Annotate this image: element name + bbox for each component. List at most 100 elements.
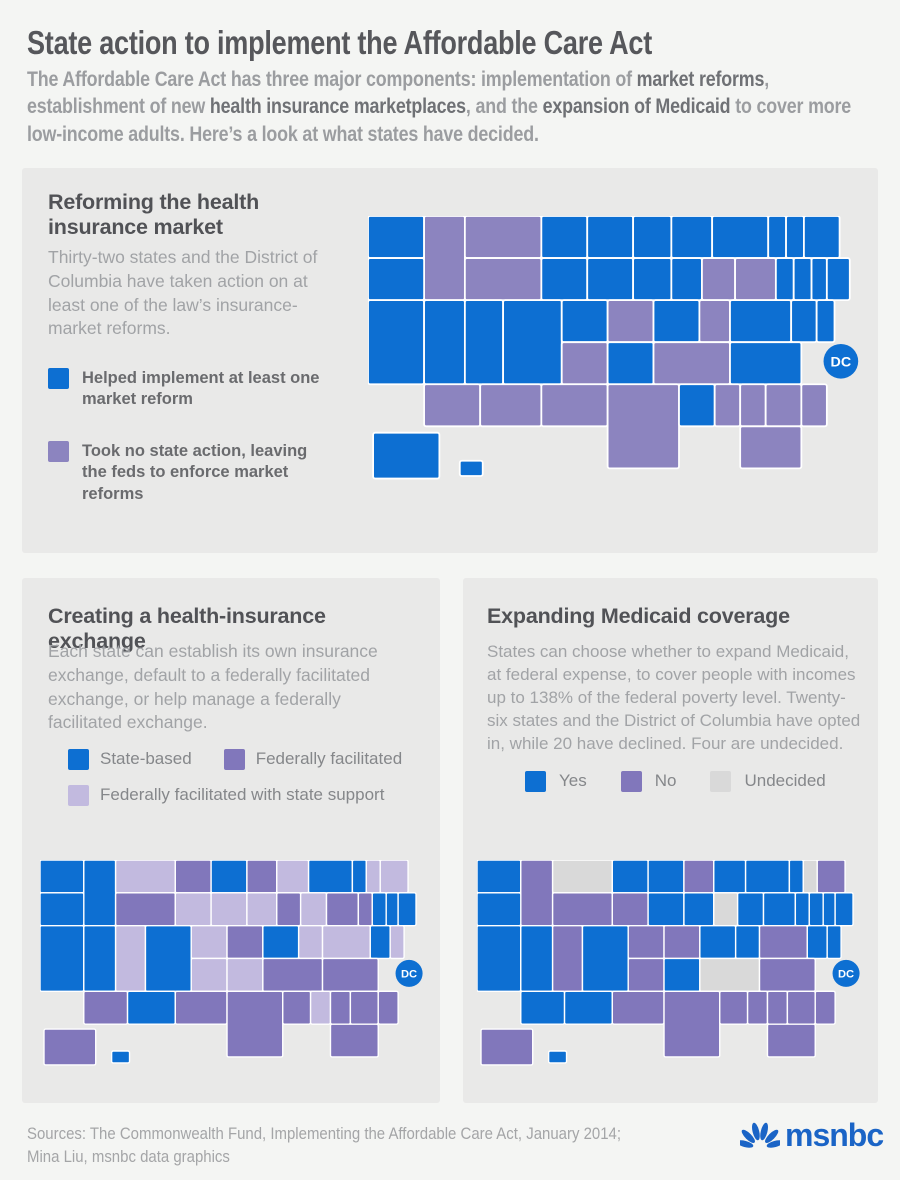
state-ID [83, 860, 117, 927]
state-NV [520, 924, 554, 993]
state-AR [663, 957, 701, 993]
legend-label: Undecided [744, 771, 826, 790]
state-AL [739, 383, 767, 428]
page-title: State action to implement the Affordable… [27, 24, 652, 61]
legend-label: Helped implement at least one market ref… [82, 369, 320, 409]
state-VT [788, 860, 804, 894]
state-AR [606, 341, 655, 386]
panel-medicaid: Expanding Medicaid coverage States can c… [463, 578, 878, 1103]
state-OH [299, 892, 328, 927]
state-TX [226, 990, 284, 1058]
state-RI [810, 257, 828, 302]
state-WV [698, 299, 731, 344]
state-VA [758, 924, 808, 960]
state-UT [463, 299, 505, 386]
msnbc-logo: msnbc [740, 1117, 884, 1153]
state-AK [372, 431, 441, 480]
state-MD [806, 924, 828, 960]
state-TN [699, 957, 761, 993]
state-DE [389, 924, 405, 960]
state-MS [309, 990, 332, 1025]
state-NM [563, 990, 613, 1025]
state-TX [663, 990, 721, 1058]
state-IL [683, 892, 715, 927]
state-NY [307, 860, 354, 894]
us-map-svg: DC [368, 216, 859, 480]
state-DE [815, 299, 836, 344]
state-KS [190, 957, 228, 993]
state-MO [226, 924, 264, 960]
state-WI [683, 860, 715, 894]
state-WV [297, 924, 324, 960]
state-NJ [357, 892, 373, 927]
legend-row: State-based Federally facilitated [68, 748, 402, 770]
state-PA [762, 892, 797, 927]
state-FL [329, 1023, 379, 1058]
state-OR [477, 892, 522, 927]
state-MA [834, 892, 854, 927]
state-CT [808, 892, 824, 927]
legend-row: Federally facilitated with state support [68, 784, 402, 806]
state-MT [551, 860, 613, 894]
state-MI [670, 216, 714, 259]
state-IN [670, 257, 703, 302]
state-MD [369, 924, 391, 960]
state-NJ [774, 257, 795, 302]
state-ND [611, 860, 649, 894]
state-CO [144, 924, 192, 993]
subtitle-bold-marketplaces: health insurance marketplaces [209, 95, 466, 119]
legend-label: Yes [559, 771, 587, 790]
state-NY [711, 216, 770, 259]
state-CT [371, 892, 387, 927]
state-AL [766, 990, 789, 1025]
legend-item-undecided: Undecided [710, 770, 826, 792]
state-MS [713, 383, 742, 428]
panel-exchange: Creating a health-insurance exchange Eac… [22, 578, 440, 1103]
state-SC [377, 990, 399, 1025]
sources-line-2: Mina Liu, msnbc data graphics [27, 1147, 230, 1166]
legend-item-yes: Yes [525, 770, 587, 792]
panel-title-exchange: Creating a health-insurance exchange [48, 604, 326, 654]
state-IL [246, 892, 278, 927]
state-ME [379, 860, 409, 894]
state-PA [734, 257, 777, 302]
us-map-svg: DC [40, 860, 423, 1066]
subtitle-bold-market-reforms: market reforms [636, 68, 765, 91]
dc-badge-label: DC [838, 969, 854, 981]
state-KY [652, 299, 701, 344]
state-OH [701, 257, 736, 302]
state-OR [40, 892, 85, 927]
state-KY [699, 924, 737, 960]
page-subtitle: The Affordable Care Act has three major … [27, 66, 860, 148]
state-KS [560, 341, 609, 386]
state-WY [551, 892, 613, 927]
state-VT [351, 860, 367, 894]
state-IA [586, 257, 635, 302]
state-KY [262, 924, 300, 960]
msnbc-wordmark: msnbc [785, 1117, 884, 1153]
sources-line-1: Sources: The Commonwealth Fund, Implemen… [27, 1124, 622, 1143]
state-CA [368, 299, 425, 386]
state-WY [463, 257, 543, 302]
state-NE [627, 924, 665, 960]
state-TN [652, 341, 731, 386]
us-map-exchange: DC [40, 860, 424, 1071]
state-ND [174, 860, 212, 894]
state-OR [368, 257, 425, 302]
legend-swatch-blue [525, 770, 546, 792]
state-SD [540, 257, 589, 302]
state-AZ [520, 990, 566, 1025]
subtitle-text: , establishment of new [27, 68, 770, 119]
state-LA [282, 990, 312, 1025]
state-IA [210, 892, 248, 927]
nbc-peacock-icon [740, 1122, 780, 1148]
state-SD [174, 892, 212, 927]
state-UT [114, 924, 147, 993]
state-VT [767, 216, 787, 259]
us-map-medicaid: DC [477, 860, 861, 1071]
panel-title-market-reform: Reforming the health insurance market [48, 190, 260, 240]
state-IL [632, 257, 673, 302]
state-LA [719, 990, 749, 1025]
sources: Sources: The Commonwealth Fund, Implemen… [27, 1122, 621, 1168]
